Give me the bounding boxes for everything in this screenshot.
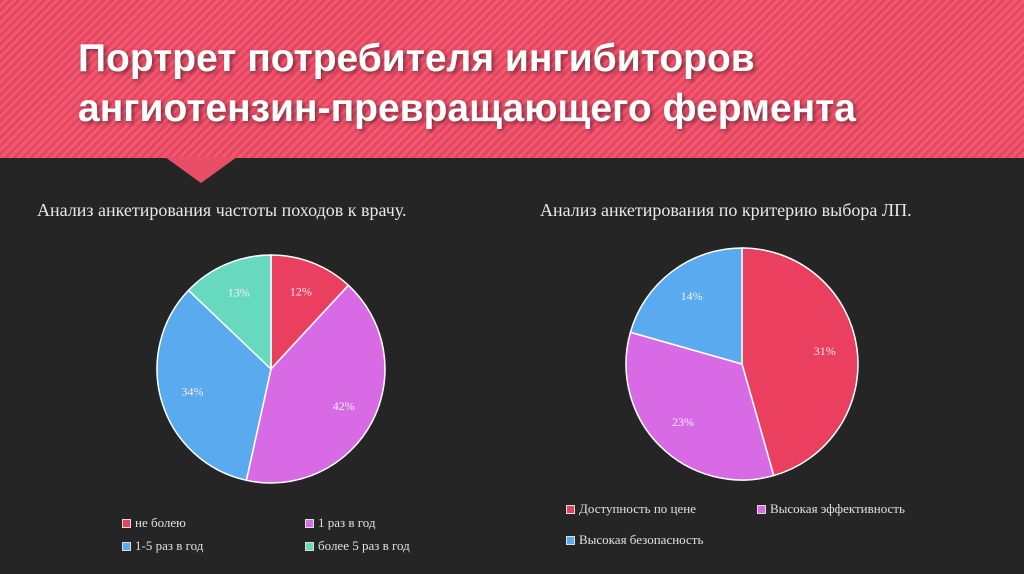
legend-label: более 5 раз в год <box>318 538 410 553</box>
legend-item-1-5-раз-в-год: 1-5 раз в год <box>122 538 203 554</box>
pie-slice-высокая-эффективность <box>625 331 775 481</box>
pie-slice-более-5-раз-в-год <box>187 254 272 371</box>
legend-label: 1 раз в год <box>318 515 376 530</box>
chart-2-title: Анализ анкетирования по критерию выбора … <box>540 200 912 220</box>
data-label-1-5-раз-в-год: 34% <box>181 385 203 399</box>
pie-slice-1-5-раз-в-год <box>156 289 272 482</box>
legend-item-высокая-эффективность: Высокая эффективность <box>757 501 905 517</box>
data-label-1-раз-в-год: 42% <box>333 399 355 413</box>
legend-item-высокая-безопасность: Высокая безопасность <box>566 532 703 548</box>
banner-notch <box>165 157 237 183</box>
legend-swatch <box>757 504 766 514</box>
pie-slice-не-болею <box>270 254 350 371</box>
data-label-более-5-раз-в-год: 13% <box>228 285 250 299</box>
slide-title: Портрет потребителя ингибиторов ангиотен… <box>78 34 856 134</box>
pie-slice-доступность-по-цене <box>741 247 859 477</box>
legend-label: Высокая безопасность <box>579 532 704 547</box>
legend-swatch <box>305 541 314 551</box>
legend-swatch <box>566 535 575 545</box>
data-label-высокая-безопасность: 14% <box>681 289 703 303</box>
slide-title-line-2: ангиотензин-превращающего фермента <box>78 87 856 130</box>
legend-swatch <box>122 541 131 551</box>
data-label-высокая-эффективность: 23% <box>672 415 694 429</box>
legend-swatch <box>305 518 314 528</box>
chart-1-title: Анализ анкетирования частоты походов к в… <box>37 200 407 220</box>
legend-swatch <box>566 504 575 514</box>
legend-label: Доступность по цене <box>579 501 696 516</box>
legend-label: не болею <box>135 515 186 530</box>
legend-item-доступность-по-цене: Доступность по цене <box>566 501 696 517</box>
data-label-не-болею: 12% <box>290 284 312 298</box>
legend-swatch <box>122 518 131 528</box>
legend-label: 1-5 раз в год <box>135 538 204 553</box>
title-banner <box>0 0 1024 158</box>
legend-label: Высокая эффективность <box>770 501 905 516</box>
legend-item-1-раз-в-год: 1 раз в год <box>305 515 376 531</box>
slide-title-line-1: Портрет потребителя ингибиторов <box>78 37 755 80</box>
pie-slice-высокая-безопасность <box>629 247 743 365</box>
legend-item-более-5-раз-в-год: более 5 раз в год <box>305 538 410 554</box>
legend-item-не-болею: не болею <box>122 515 186 531</box>
data-label-доступность-по-цене: 31% <box>814 344 836 358</box>
pie-slice-1-раз-в-год <box>245 284 386 484</box>
